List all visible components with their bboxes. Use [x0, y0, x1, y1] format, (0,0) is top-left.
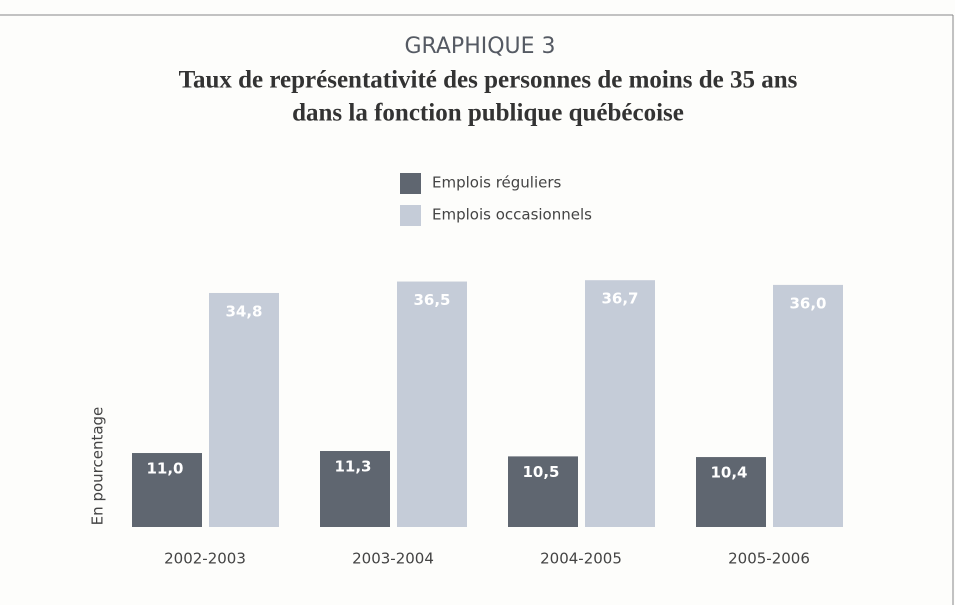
value-label: 11,0: [146, 460, 183, 478]
bar: [585, 280, 655, 527]
value-label: 36,0: [789, 294, 826, 312]
x-tick-label: 2003-2004: [352, 550, 434, 568]
x-tick-label: 2004-2005: [540, 550, 622, 568]
value-label: 34,8: [225, 302, 262, 320]
x-tick-label: 2002-2003: [164, 550, 246, 568]
y-axis-label: En pourcentage: [89, 407, 107, 526]
bar: [209, 292, 279, 527]
bar: [773, 284, 843, 527]
bar: [397, 281, 467, 527]
legend-swatch: [400, 173, 421, 194]
chart-subtitle: dans la fonction publique québécoise: [292, 100, 684, 127]
legend-label: Emplois occasionnels: [432, 206, 592, 224]
x-tick-label: 2005-2006: [728, 550, 810, 568]
bar: [508, 456, 578, 527]
value-label: 36,5: [413, 291, 450, 309]
value-label: 36,7: [601, 290, 638, 308]
value-label: 10,4: [710, 464, 747, 482]
value-label: 11,3: [334, 458, 371, 476]
legend-swatch: [400, 205, 421, 226]
value-label: 10,5: [522, 463, 559, 481]
chart-subtitle: Taux de représentativité des personnes d…: [179, 67, 798, 94]
chart-title: GRAPHIQUE 3: [404, 34, 555, 59]
bar: [696, 457, 766, 527]
legend-label: Emplois réguliers: [432, 174, 562, 192]
bar: [320, 451, 390, 527]
bar: [132, 453, 202, 527]
